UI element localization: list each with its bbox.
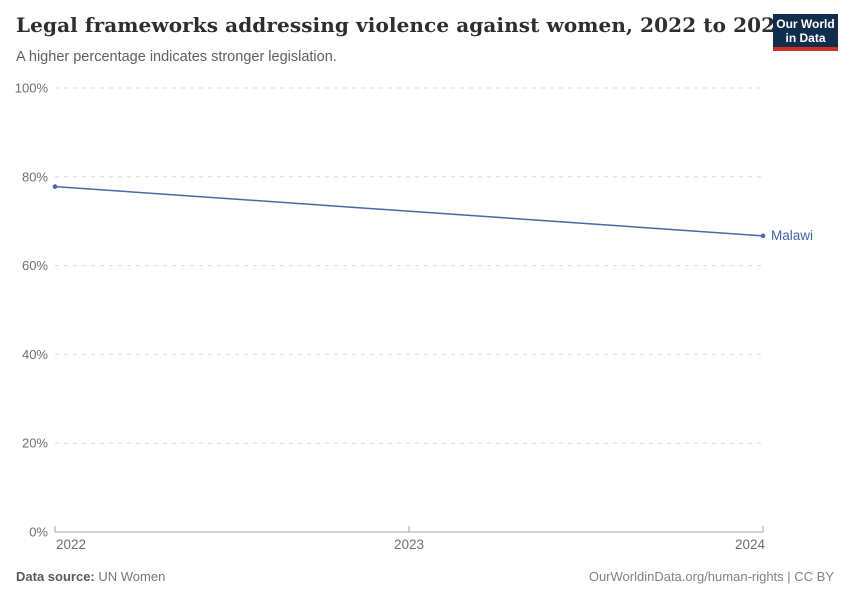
y-tick-label: 60% — [22, 258, 48, 273]
y-tick-label: 80% — [22, 169, 48, 184]
series-entity-label: Malawi — [771, 228, 814, 244]
series-line — [54, 185, 764, 237]
owid-logo: Our World in Data — [773, 14, 838, 51]
y-tick-label: 0% — [29, 525, 48, 540]
page-title: Legal frameworks addressing violence aga… — [16, 13, 790, 37]
y-tick-label: 100% — [15, 81, 49, 96]
x-tick-label: 2024 — [735, 537, 766, 552]
chart-subtitle: A higher percentage indicates stronger l… — [16, 49, 337, 65]
data-source-value: UN Women — [98, 569, 166, 584]
owid-logo-line2: in Data — [785, 30, 826, 45]
data-source: Data source: UN Women — [16, 569, 165, 584]
attribution-text: OurWorldinData.org/human-rights | CC BY — [588, 569, 834, 584]
y-tick-label: 20% — [22, 436, 48, 451]
series-end-dot — [760, 233, 766, 239]
y-tick-label: 40% — [22, 347, 48, 362]
x-tick-label: 2023 — [394, 537, 424, 552]
x-tick-label: 2022 — [56, 537, 86, 552]
owid-logo-line1: Our World — [776, 16, 835, 31]
series-start-dot — [52, 184, 58, 189]
chart-footer: Data source: UN Women OurWorldinData.org… — [16, 569, 834, 584]
data-source-label: Data source: — [16, 569, 95, 584]
